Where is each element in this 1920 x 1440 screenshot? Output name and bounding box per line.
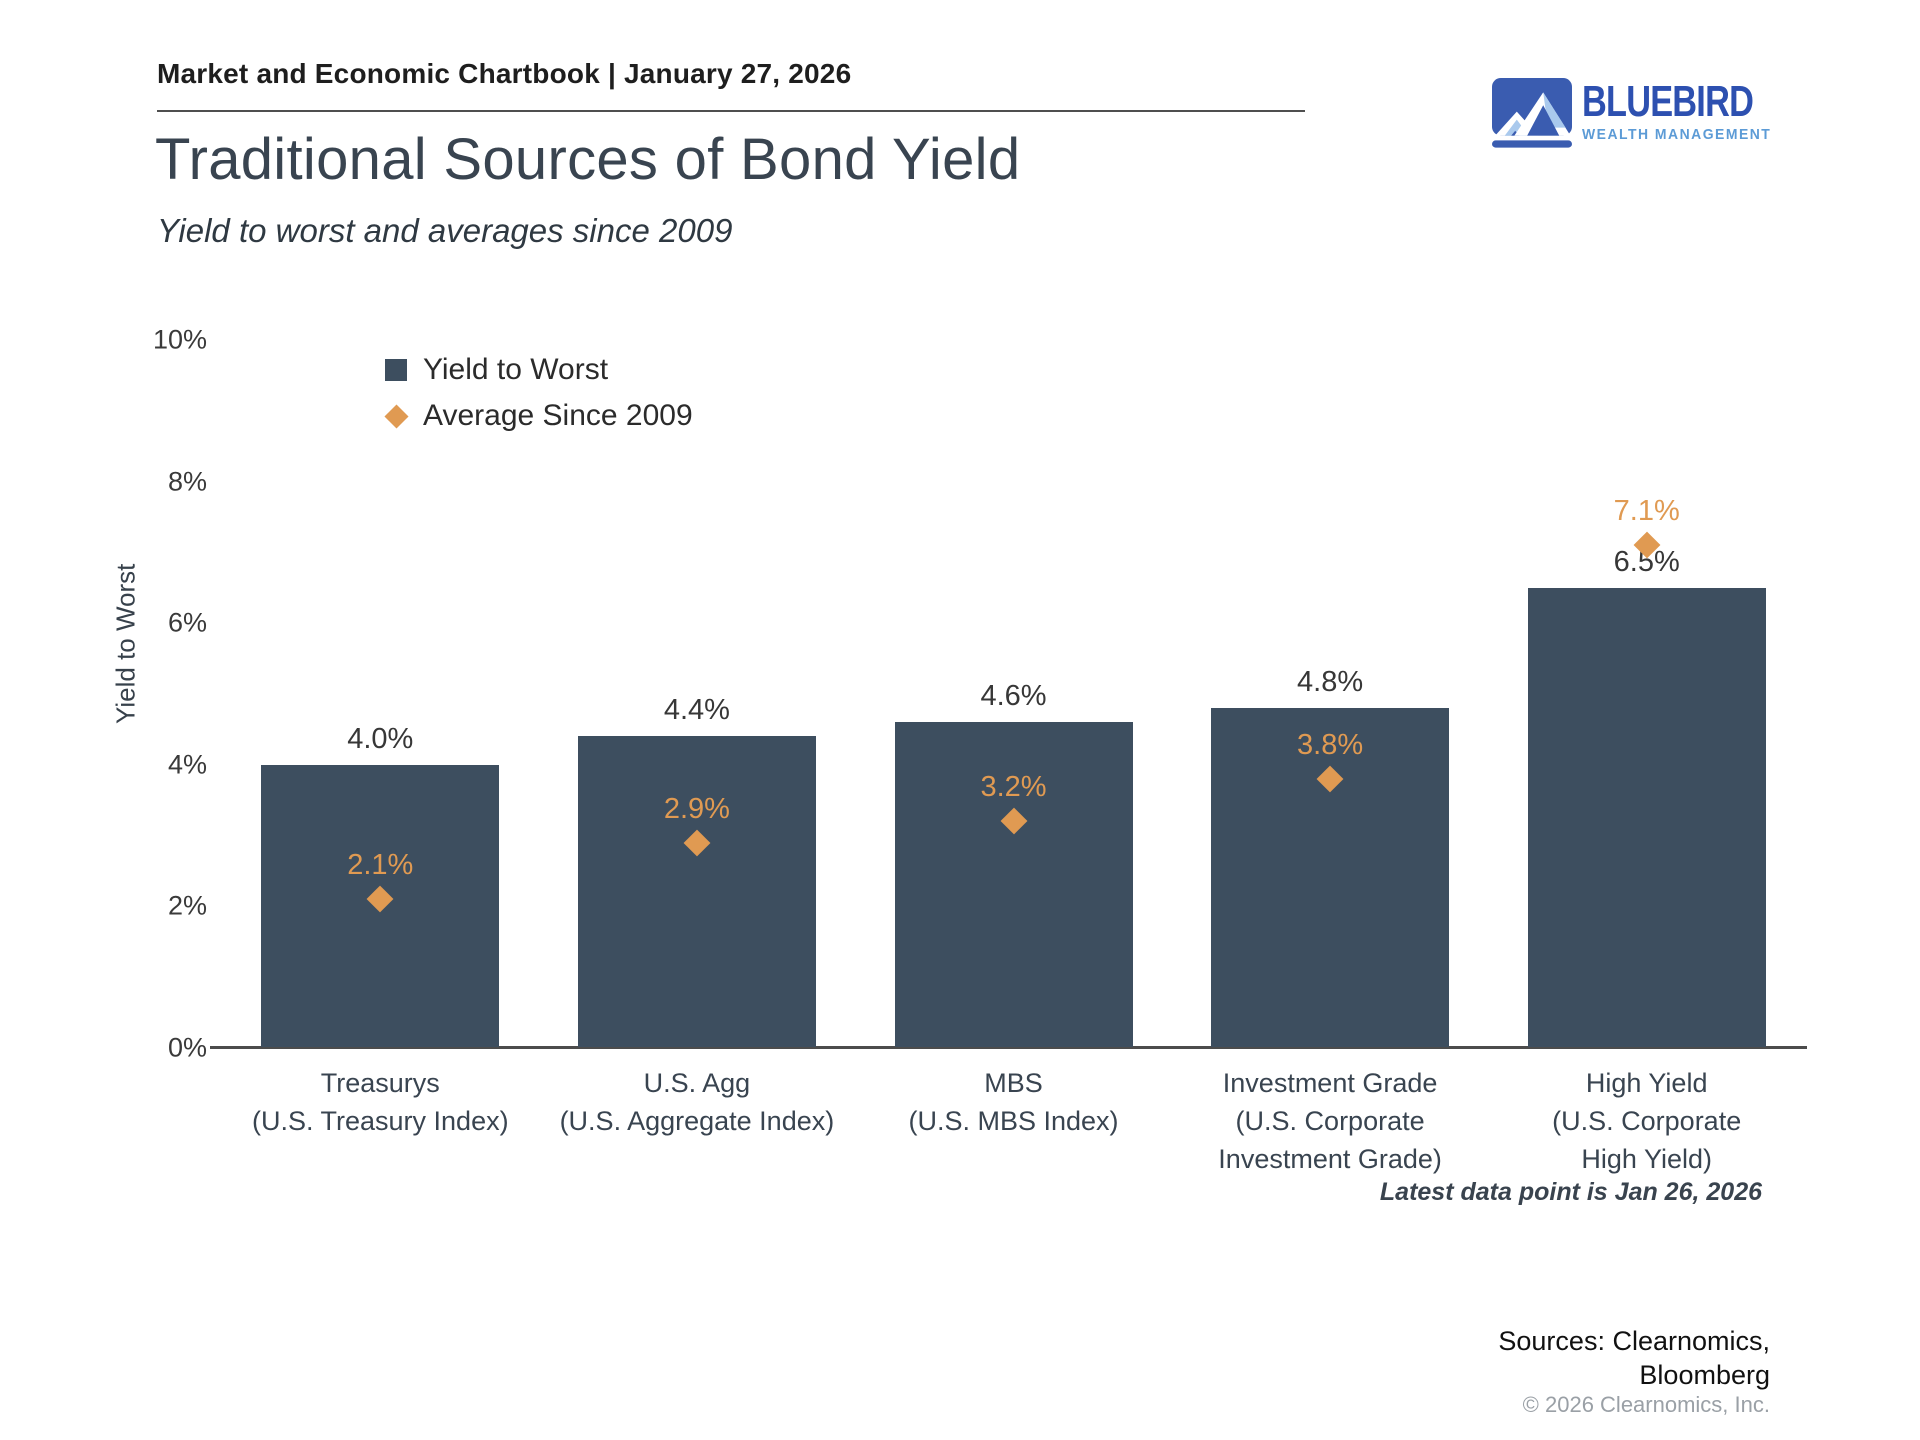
category-label-line: Investment Grade) <box>1218 1144 1442 1174</box>
category-label: High Yield (U.S. Corporate High Yield) <box>1552 1064 1741 1178</box>
logo-name: BLUEBIRD <box>1582 77 1754 126</box>
category-label-line: (U.S. Treasury Index) <box>252 1106 509 1136</box>
category-label-line: (U.S. Corporate <box>1552 1106 1742 1136</box>
page-subtitle: Yield to worst and averages since 2009 <box>157 212 733 249</box>
bar <box>577 736 816 1047</box>
category-label: Investment Grade (U.S. Corporate Investmen… <box>1218 1064 1442 1178</box>
bar-value-label: 4.4% <box>663 694 730 727</box>
category-label-line: (U.S. MBS Index) <box>908 1106 1119 1136</box>
category-label-line: Investment Grade <box>1222 1068 1438 1098</box>
bar <box>1527 587 1766 1047</box>
sources-line-2: Bloomberg <box>1639 1360 1770 1390</box>
logo-text-block: BLUEBIRD WEALTH MANAGEMENT <box>1582 77 1801 144</box>
diamond-swatch-icon <box>383 403 409 429</box>
bar-value-label: 4.0% <box>347 722 414 755</box>
logo-tagline: WEALTH MANAGEMENT <box>1582 126 1772 143</box>
category-label-line: High Yield) <box>1581 1144 1712 1174</box>
latest-data-note: Latest data point is Jan 26, 2026 <box>1379 1178 1762 1206</box>
category-label-line: U.S. Agg <box>643 1068 751 1098</box>
bar-swatch-icon <box>385 359 407 381</box>
bar-value-label: 4.8% <box>1297 666 1364 699</box>
legend-item-average-since-2009: Average Since 2009 <box>383 393 693 439</box>
y-tick-label: 2% <box>167 890 207 921</box>
copyright-text: © 2026 Clearnomics, Inc. <box>1522 1392 1770 1417</box>
category-label-line: (U.S. Corporate <box>1235 1106 1425 1136</box>
y-tick-label: 8% <box>167 466 207 497</box>
bar-value-label: 4.6% <box>980 680 1047 713</box>
category-label-line: Treasurys <box>320 1068 440 1098</box>
chartbook-header-label: Market and Economic Chartbook | January … <box>157 58 852 89</box>
category-label: Treasurys (U.S. Treasury Index) <box>252 1064 509 1140</box>
y-tick-label: 10% <box>152 324 207 355</box>
chart-legend: Yield to Worst Average Since 2009 <box>383 347 693 439</box>
bar <box>894 722 1133 1047</box>
sources-text: Sources: Clearnomics, Bloomberg <box>1498 1324 1770 1392</box>
average-value-label: 3.8% <box>1297 728 1364 761</box>
average-value-label: 2.9% <box>663 792 730 825</box>
x-axis-baseline <box>210 1046 1807 1049</box>
category-label: MBS (U.S. MBS Index) <box>908 1064 1118 1140</box>
average-value-label: 3.2% <box>980 771 1047 804</box>
average-value-label: 2.1% <box>347 849 414 882</box>
y-tick-label: 4% <box>167 749 207 780</box>
y-axis-title: Yield to Worst <box>110 563 141 724</box>
page-title: Traditional Sources of Bond Yield <box>155 127 1021 192</box>
legend-label: Yield to Worst <box>423 353 609 386</box>
category-label-line: High Yield <box>1585 1068 1708 1098</box>
y-tick-label: 0% <box>167 1032 207 1063</box>
category-label: U.S. Agg (U.S. Aggregate Index) <box>560 1064 835 1140</box>
sources-line-1: Sources: Clearnomics, <box>1498 1326 1770 1356</box>
legend-label: Average Since 2009 <box>423 399 693 432</box>
mountain-logo-icon <box>1492 78 1572 148</box>
legend-item-yield-to-worst: Yield to Worst <box>385 347 693 393</box>
average-value-label: 7.1% <box>1613 495 1680 528</box>
y-tick-label: 6% <box>167 607 207 638</box>
category-label-line: (U.S. Aggregate Index) <box>559 1106 835 1136</box>
bluebird-logo: BLUEBIRD WEALTH MANAGEMENT <box>1492 78 1801 150</box>
bar <box>1211 708 1450 1047</box>
header-divider <box>157 110 1305 112</box>
category-label-line: MBS <box>984 1068 1043 1098</box>
